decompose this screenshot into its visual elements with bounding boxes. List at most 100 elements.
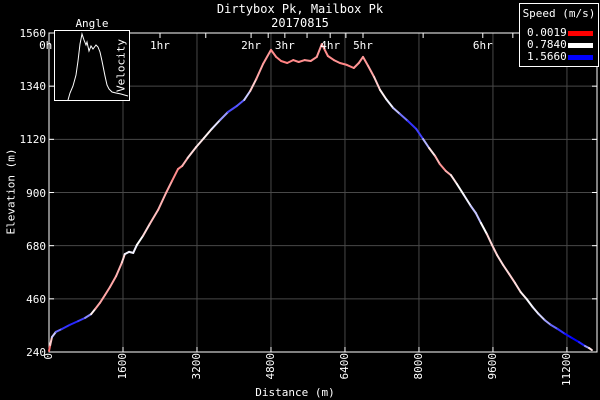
elevation-profile-segment xyxy=(165,179,173,194)
elevation-profile-segment xyxy=(109,275,118,288)
time-tick-label: 3hr xyxy=(274,39,295,52)
elevation-profile-segment xyxy=(255,62,265,81)
elevation-profile-segment xyxy=(338,62,348,66)
elevation-profile-segment xyxy=(202,127,213,140)
y-tick-label: 1120 xyxy=(19,133,47,147)
x-tick-label: 3200 xyxy=(189,353,203,380)
y-tick-label: 1560 xyxy=(19,27,47,40)
elevation-profile-segment xyxy=(508,272,517,285)
elevation-profile-segment xyxy=(262,48,272,65)
speed-legend: Speed (m/s) 0.0019 0.7840 1.5660 xyxy=(519,3,599,67)
elevation-profile-segment xyxy=(571,337,580,344)
time-tick-label: 2hr xyxy=(241,39,262,52)
elevation-profile-segment xyxy=(219,111,229,121)
legend-title: Speed (m/s) xyxy=(522,7,596,20)
elevation-profile-segment xyxy=(357,55,364,64)
elevation-profile-segment xyxy=(525,298,534,309)
elevation-profile-segment xyxy=(303,59,312,62)
elevation-profile-segment xyxy=(362,55,370,67)
elevation-profile-segment xyxy=(578,341,586,347)
elevation-profile-segment xyxy=(449,174,458,185)
elevation-profile-segment xyxy=(115,261,124,278)
elevation-profile-segment xyxy=(94,301,101,310)
elevation-profile-segment xyxy=(491,243,499,257)
velocity-histogram-canvas xyxy=(67,32,129,100)
elevation-profile-segment xyxy=(502,264,511,275)
y-tick-label: 1340 xyxy=(19,80,47,94)
time-tick-label: 1hr xyxy=(150,39,170,52)
elevation-profile-segment xyxy=(479,221,488,236)
y-tick-label: 240 xyxy=(26,346,46,359)
elevation-profile-segment xyxy=(104,286,111,296)
y-tick-label: 900 xyxy=(26,186,46,200)
elevation-profile-segment xyxy=(373,76,382,91)
elevation-profile-segment xyxy=(249,78,258,92)
elevation-profile-segment xyxy=(455,183,465,196)
x-tick-label: 8000 xyxy=(411,353,425,380)
elevation-profile-segment xyxy=(320,43,329,57)
elevation-profile-segment xyxy=(428,147,437,157)
inset-velocity-label: Velocity xyxy=(114,39,128,92)
y-tick-label: 680 xyxy=(26,239,46,253)
legend-color-swatch xyxy=(568,55,593,60)
x-tick-label: 11200 xyxy=(559,353,573,387)
elevation-profile-segment xyxy=(270,48,278,58)
elevation-profile-segment xyxy=(345,63,355,69)
elevation-profile-segment xyxy=(462,193,472,207)
elevation-profile-segment xyxy=(195,137,205,149)
legend-entry-value: 0.0019 xyxy=(527,26,567,39)
elevation-profile-segment xyxy=(474,212,482,224)
elevation-profile-segment xyxy=(352,62,360,69)
elevation-profile-segment xyxy=(297,59,306,63)
elevation-profile-segment xyxy=(438,163,447,172)
elevation-profile-segment xyxy=(392,106,401,115)
x-tick-label: 9600 xyxy=(485,353,499,380)
elevation-profile-segment xyxy=(514,282,522,294)
elevation-profile-segment xyxy=(469,205,477,214)
y-axis-title: Elevation (m) xyxy=(4,148,18,235)
elevation-profile-segment xyxy=(132,243,138,254)
elevation-profile-segment xyxy=(275,55,283,62)
time-tick-label: 4hr xyxy=(320,39,341,52)
elevation-profile-segment xyxy=(537,313,546,322)
elevation-profile-segment xyxy=(385,98,395,109)
elevation-profile-segment xyxy=(227,105,238,113)
elevation-profile-segment xyxy=(485,233,493,246)
elevation-profile-segment xyxy=(49,336,53,346)
elevation-profile-segment xyxy=(549,323,559,330)
elevation-profile-segment xyxy=(141,222,151,237)
elevation-profile-segment xyxy=(399,113,409,122)
elevation-profile-segment xyxy=(434,155,441,165)
elevation-profile-segment xyxy=(496,254,505,266)
elevation-profile-segment xyxy=(280,60,289,64)
elevation-profile-segment xyxy=(415,127,425,141)
elevation-profile-segment xyxy=(77,316,87,323)
elevation-profile-segment xyxy=(68,320,80,326)
velocity-histogram-curve xyxy=(67,32,129,100)
elevation-profile-segment xyxy=(556,328,567,335)
legend-entry-value: 0.7840 xyxy=(527,38,567,51)
x-tick-label: 0 xyxy=(42,353,55,360)
elevation-profile-segment xyxy=(157,192,167,211)
elevation-profile-segment xyxy=(135,235,144,246)
elevation-profile-segment xyxy=(54,328,63,333)
elevation-profile-segment xyxy=(406,120,418,130)
elevation-profile-segment xyxy=(588,347,593,352)
elevation-profile-segment xyxy=(171,168,179,182)
elevation-profile-segment xyxy=(186,146,198,159)
angle-velocity-inset xyxy=(54,30,130,101)
elevation-profile-segment xyxy=(379,89,388,100)
elevation-profile-segment xyxy=(444,170,452,177)
elevation-profile-segment xyxy=(235,98,246,107)
legend-color-swatch xyxy=(568,43,593,48)
elevation-profile-segment xyxy=(519,291,528,301)
elevation-profile-segment xyxy=(315,43,323,58)
legend-color-swatch xyxy=(568,31,593,36)
elevation-profile-segment xyxy=(181,156,189,167)
elevation-profile-segment xyxy=(367,64,376,78)
elevation-profile-segment xyxy=(48,344,52,352)
x-tick-label: 1600 xyxy=(115,353,129,380)
elevation-profile-segment xyxy=(286,59,295,64)
elevation-profile-segment xyxy=(84,313,93,319)
